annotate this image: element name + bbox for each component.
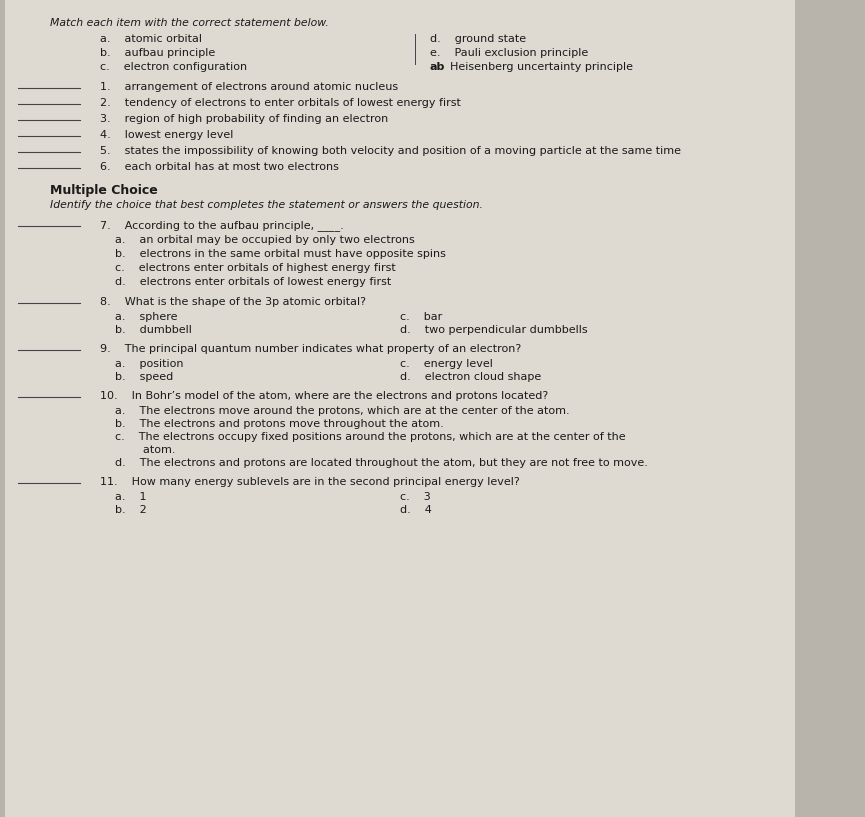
Text: c.    3: c. 3 [400, 492, 431, 502]
Text: b.    speed: b. speed [115, 372, 173, 382]
Text: a.    atomic orbital: a. atomic orbital [100, 34, 202, 44]
Text: d.    4: d. 4 [400, 505, 432, 515]
Text: 10.    In Bohr’s model of the atom, where are the electrons and protons located?: 10. In Bohr’s model of the atom, where a… [100, 391, 548, 401]
Text: Heisenberg uncertainty principle: Heisenberg uncertainty principle [450, 62, 633, 72]
Text: c.    bar: c. bar [400, 312, 442, 322]
Text: c.    energy level: c. energy level [400, 359, 493, 369]
Text: c.    The electrons occupy fixed positions around the protons, which are at the : c. The electrons occupy fixed positions … [115, 432, 625, 442]
Text: 7.    According to the aufbau principle, ____.: 7. According to the aufbau principle, __… [100, 220, 343, 231]
Text: c.    electrons enter orbitals of highest energy first: c. electrons enter orbitals of highest e… [115, 263, 396, 273]
Text: a.    sphere: a. sphere [115, 312, 177, 322]
Text: 8.    What is the shape of the 3p atomic orbital?: 8. What is the shape of the 3p atomic or… [100, 297, 366, 307]
Text: 5.    states the impossibility of knowing both velocity and position of a moving: 5. states the impossibility of knowing b… [100, 146, 681, 156]
Text: 6.    each orbital has at most two electrons: 6. each orbital has at most two electron… [100, 162, 339, 172]
Text: d.    electrons enter orbitals of lowest energy first: d. electrons enter orbitals of lowest en… [115, 277, 391, 287]
Text: a.    1: a. 1 [115, 492, 146, 502]
Text: c.    electron configuration: c. electron configuration [100, 62, 247, 72]
Text: a.    an orbital may be occupied by only two electrons: a. an orbital may be occupied by only tw… [115, 235, 414, 245]
Text: b.    electrons in the same orbital must have opposite spins: b. electrons in the same orbital must ha… [115, 249, 445, 259]
Text: ab: ab [430, 62, 445, 72]
Text: d.    The electrons and protons are located throughout the atom, but they are no: d. The electrons and protons are located… [115, 458, 648, 468]
Text: a.    position: a. position [115, 359, 183, 369]
Text: a.    The electrons move around the protons, which are at the center of the atom: a. The electrons move around the protons… [115, 406, 570, 416]
Text: Match each item with the correct statement below.: Match each item with the correct stateme… [50, 18, 329, 28]
Text: Identify the choice that best completes the statement or answers the question.: Identify the choice that best completes … [50, 200, 483, 210]
Text: b.    dumbbell: b. dumbbell [115, 325, 192, 335]
Text: e.    Pauli exclusion principle: e. Pauli exclusion principle [430, 48, 588, 58]
Text: 3.    region of high probability of finding an electron: 3. region of high probability of finding… [100, 114, 388, 124]
Text: b.    2: b. 2 [115, 505, 147, 515]
Text: b.    The electrons and protons move throughout the atom.: b. The electrons and protons move throug… [115, 419, 444, 429]
Text: d.    ground state: d. ground state [430, 34, 526, 44]
Text: Multiple Choice: Multiple Choice [50, 184, 157, 197]
Text: 9.    The principal quantum number indicates what property of an electron?: 9. The principal quantum number indicate… [100, 344, 522, 354]
Text: d.    electron cloud shape: d. electron cloud shape [400, 372, 541, 382]
Text: atom.: atom. [115, 445, 176, 455]
Text: 11.    How many energy sublevels are in the second principal energy level?: 11. How many energy sublevels are in the… [100, 477, 520, 487]
Text: 4.    lowest energy level: 4. lowest energy level [100, 130, 234, 140]
Text: b.    aufbau principle: b. aufbau principle [100, 48, 215, 58]
Text: d.    two perpendicular dumbbells: d. two perpendicular dumbbells [400, 325, 587, 335]
Text: 1.    arrangement of electrons around atomic nucleus: 1. arrangement of electrons around atomi… [100, 82, 398, 92]
Text: 2.    tendency of electrons to enter orbitals of lowest energy first: 2. tendency of electrons to enter orbita… [100, 98, 461, 108]
